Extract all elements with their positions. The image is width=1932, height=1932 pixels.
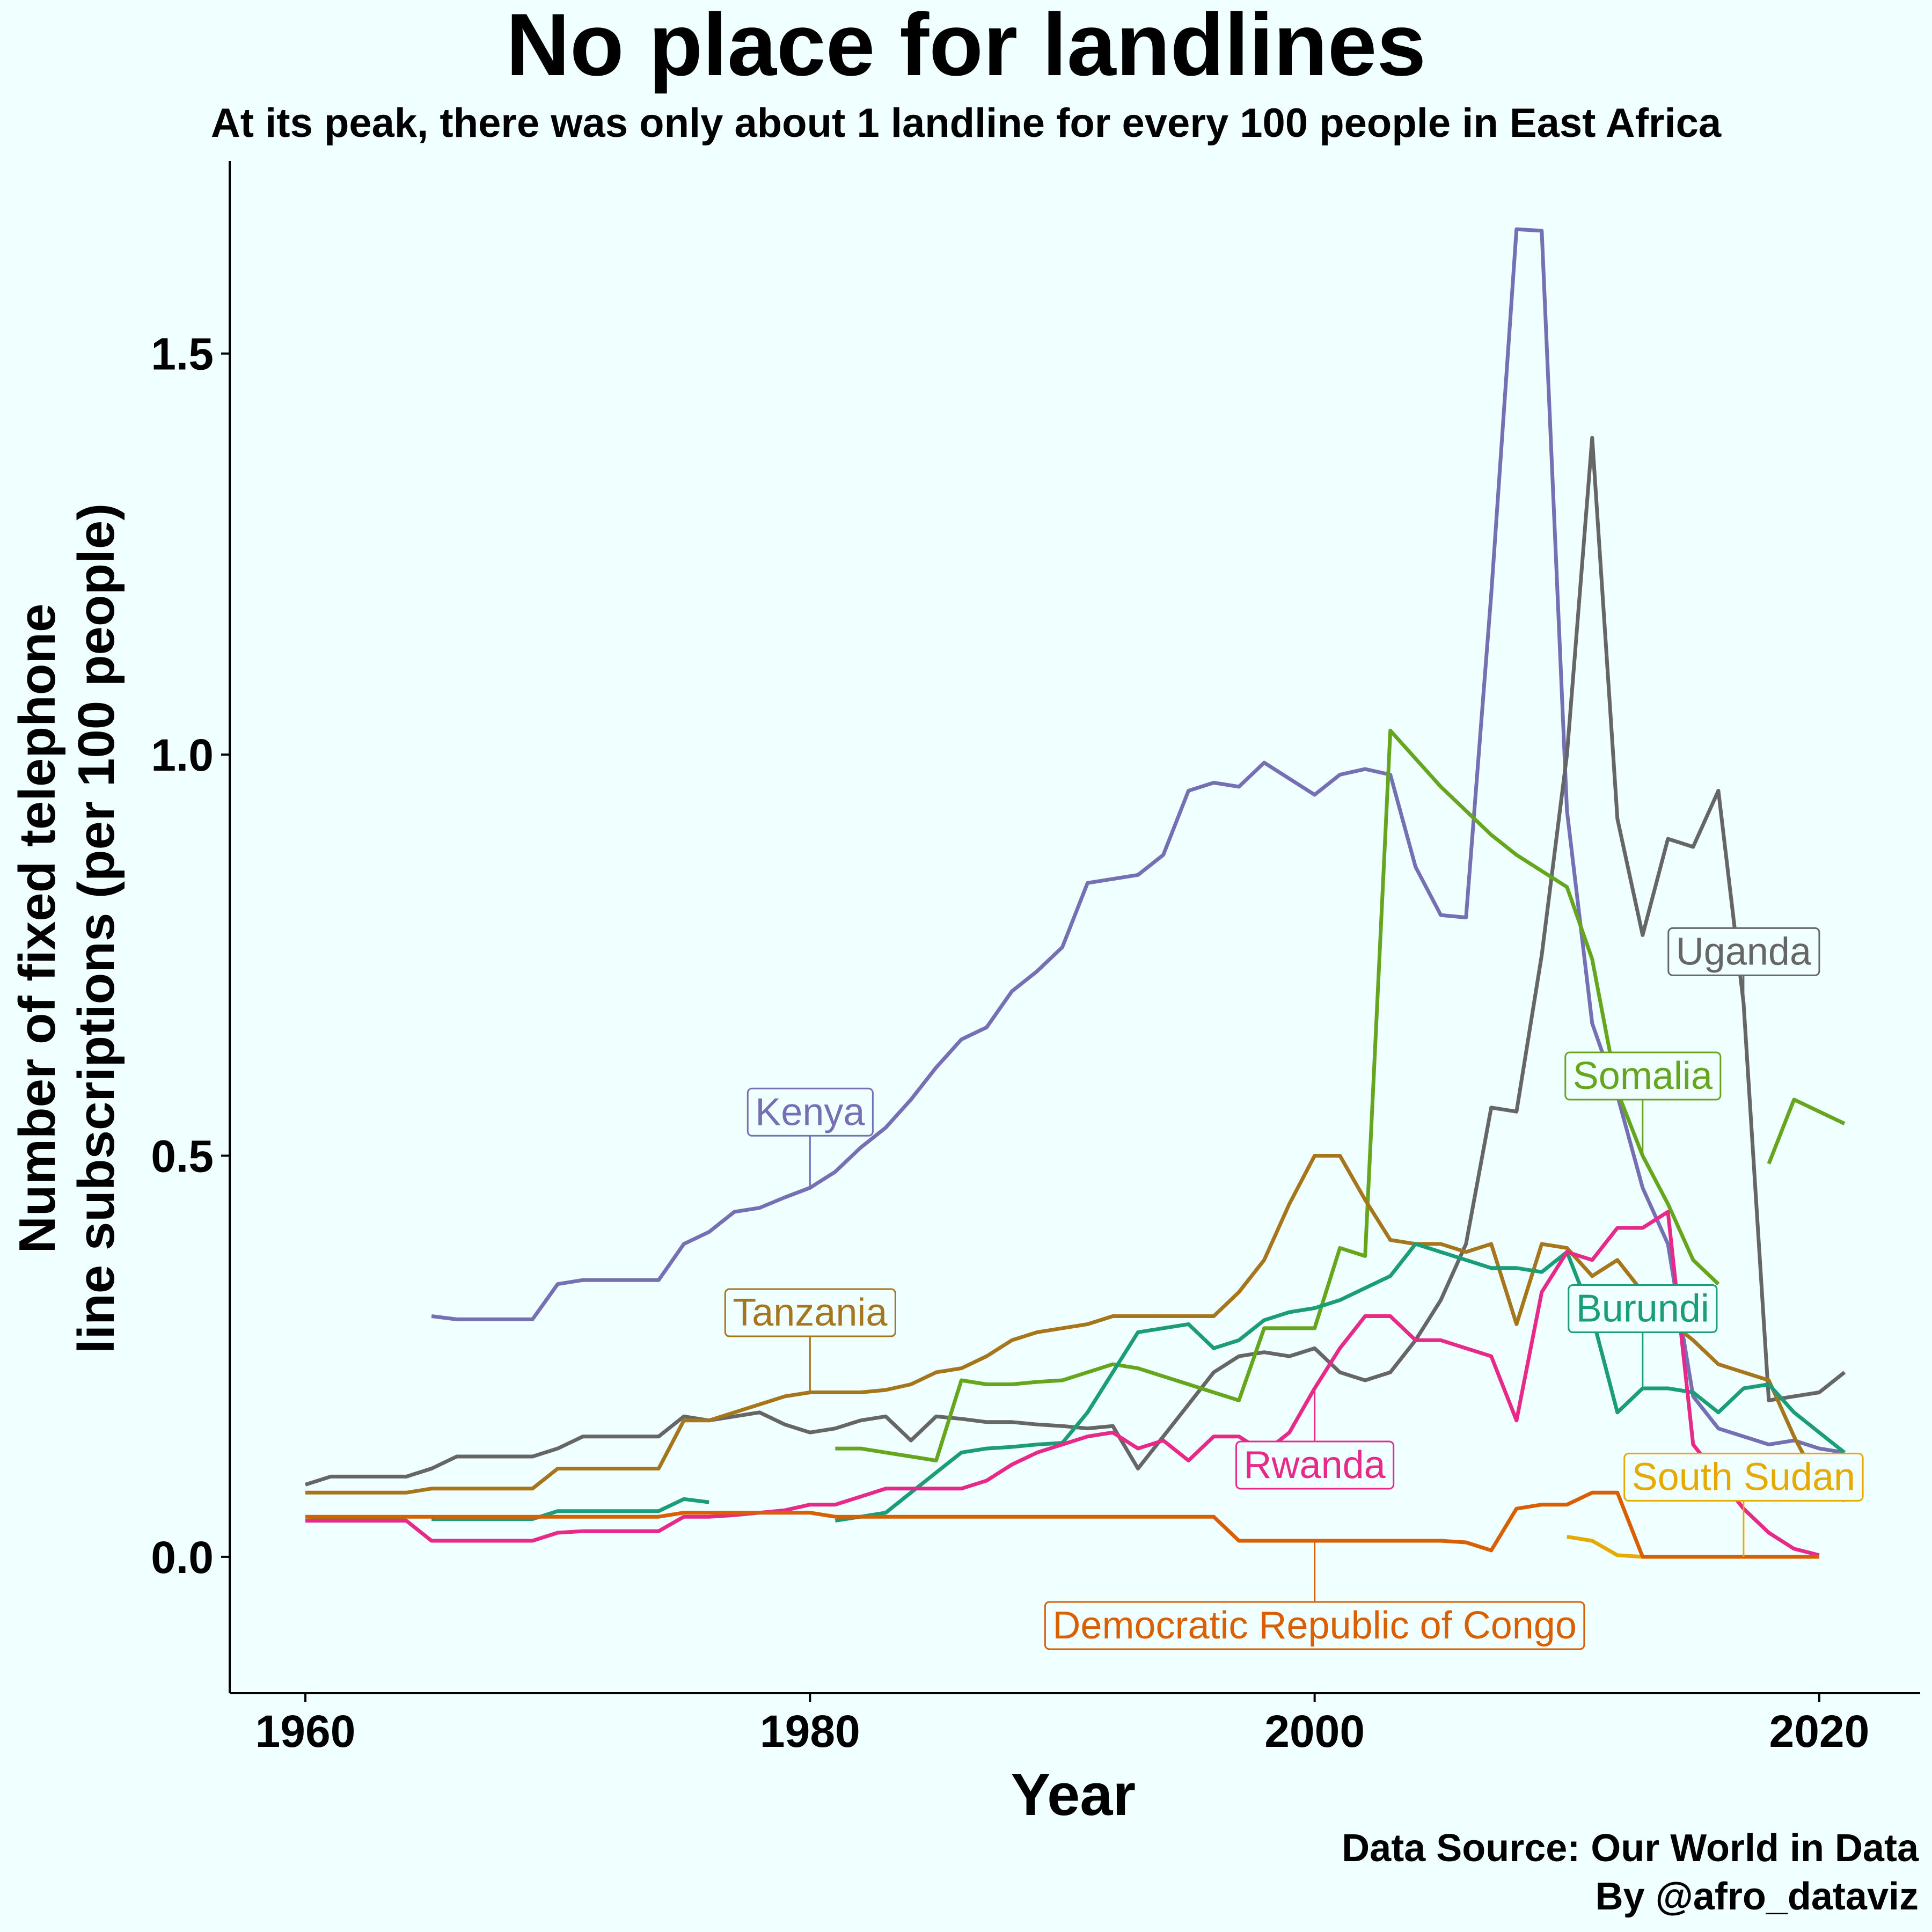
series-label-text: Tanzania — [733, 1291, 888, 1334]
series-line-democratic-republic-of-congo — [305, 1490, 1819, 1559]
series-label-text: Rwanda — [1244, 1444, 1386, 1487]
series-label-rwanda: Rwanda — [1235, 1388, 1395, 1490]
series-label-box — [1235, 1440, 1395, 1490]
series-label-box — [747, 1087, 874, 1137]
y-tick-label: 0.5 — [151, 1131, 214, 1182]
series-label-box — [1623, 1452, 1864, 1502]
caption-line-2: By @afro_dataviz — [1596, 1875, 1919, 1918]
series-label-box — [1667, 927, 1820, 976]
x-tick-label: 1980 — [760, 1706, 860, 1757]
y-axis-title: Number of fixed telephone line subscript… — [9, 503, 125, 1353]
series-label-burundi: Burundi — [1568, 1284, 1718, 1388]
y-tick-label: 1.0 — [151, 730, 214, 780]
series-label-tanzania: Tanzania — [724, 1288, 896, 1393]
caption-line-1: Data Source: Our World in Data — [1342, 1827, 1919, 1870]
series-label-text: Democratic Republic of Congo — [1052, 1604, 1576, 1647]
y-tick-label: 1.5 — [151, 329, 214, 379]
series-label-text: Kenya — [755, 1091, 865, 1133]
series-label-box — [1044, 1601, 1585, 1650]
x-tick-label: 1960 — [255, 1706, 356, 1757]
axes: 1960 1980 2000 2020 0.0 0.5 1.0 1.5 — [151, 161, 1920, 1757]
y-axis-title-line-2: line subscriptions (per 100 people) — [68, 503, 125, 1353]
series-label-text: Burundi — [1576, 1287, 1709, 1330]
series-label-text: South Sudan — [1632, 1455, 1855, 1498]
series-label-box — [1564, 1051, 1722, 1101]
chart-title: No place for landlines — [506, 0, 1426, 94]
series-label-kenya: Kenya — [747, 1087, 874, 1188]
series-label-somalia: Somalia — [1564, 1051, 1722, 1156]
chart-subtitle: At its peak, there was only about 1 land… — [211, 100, 1722, 146]
y-axis-title-line-1: Number of fixed telephone — [9, 604, 66, 1254]
x-tick-label: 2020 — [1769, 1706, 1870, 1757]
series-label-box — [1568, 1284, 1718, 1334]
series-label-text: Uganda — [1676, 930, 1812, 973]
series-label-south-sudan: South Sudan — [1623, 1452, 1864, 1557]
series-label-text: Somalia — [1573, 1055, 1713, 1097]
y-tick-label: 0.0 — [151, 1532, 214, 1583]
x-tick-label: 2000 — [1264, 1706, 1365, 1757]
series-line-somalia — [835, 728, 1846, 1462]
series-label-box — [724, 1288, 896, 1337]
series-label-democratic-republic-of-congo: Democratic Republic of Congo — [1044, 1540, 1585, 1650]
series-labels: Kenya Uganda Somalia Tanzania Burundi Rwanda S… — [724, 927, 1864, 1650]
series-line-tanzania — [305, 1154, 1846, 1503]
series-label-uganda: Uganda — [1667, 927, 1820, 1012]
x-axis-title: Year — [1011, 1762, 1136, 1828]
series-line-rwanda — [305, 1210, 1820, 1557]
